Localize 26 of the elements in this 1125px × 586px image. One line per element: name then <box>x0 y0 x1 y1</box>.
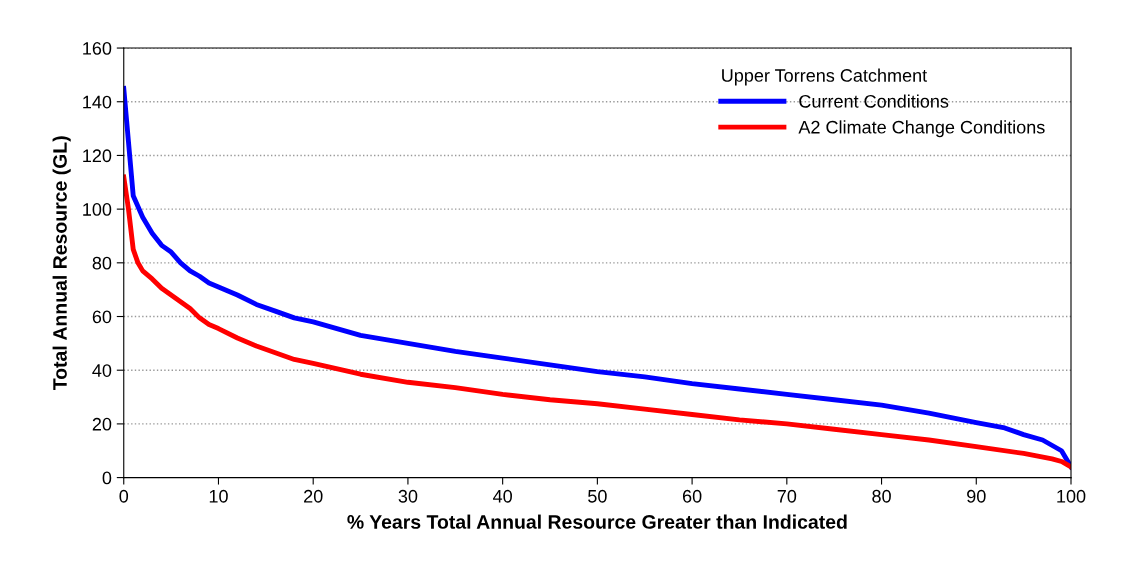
y-tick-label: 160 <box>83 41 112 55</box>
x-tick-label: 40 <box>493 489 512 503</box>
x-tick-label: 30 <box>398 489 418 503</box>
x-tick-label: 20 <box>304 489 323 503</box>
x-tick-label: 70 <box>777 489 797 503</box>
x-tick-label: 80 <box>872 489 891 503</box>
legend-title: Upper Torrens Catchment <box>722 68 928 86</box>
line-series <box>123 174 1071 470</box>
y-tick-label: 0 <box>102 471 112 485</box>
y-tick-label: 20 <box>92 417 112 431</box>
y-tick-label: 80 <box>92 256 112 270</box>
legend-label: Current Conditions <box>799 94 949 108</box>
y-tick-label: 140 <box>83 95 112 109</box>
x-tick-label: 0 <box>119 489 129 503</box>
x-tick-label: 10 <box>209 489 228 503</box>
x-tick-label: 60 <box>682 489 702 503</box>
y-tick-label: 40 <box>92 364 112 377</box>
x-tick-label: 50 <box>588 489 607 503</box>
y-tick-label: 100 <box>83 203 112 216</box>
y-axis-title: Total Annual Resource (GL) <box>52 136 71 391</box>
y-tick-label: 120 <box>83 149 112 163</box>
x-axis-title: % Years Total Annual Resource Greater than Indicated <box>347 514 847 529</box>
x-tick-label: 100 <box>1057 489 1086 503</box>
y-tick-label: 60 <box>92 310 112 324</box>
legend-label: A2 Climate Change Conditions <box>798 120 1045 138</box>
x-tick-label: 90 <box>967 489 986 503</box>
